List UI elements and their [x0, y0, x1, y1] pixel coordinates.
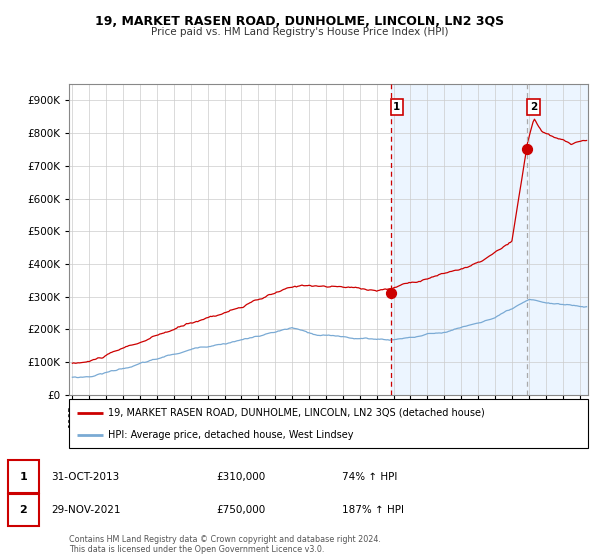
Text: 29-NOV-2021: 29-NOV-2021	[51, 505, 121, 515]
Text: 187% ↑ HPI: 187% ↑ HPI	[342, 505, 404, 515]
Point	[523, 145, 532, 154]
Bar	[391, 84, 588, 395]
Text: 1: 1	[20, 472, 27, 482]
Text: 1: 1	[393, 102, 400, 112]
Text: Price paid vs. HM Land Registry's House Price Index (HPI): Price paid vs. HM Land Registry's House …	[151, 27, 449, 37]
Text: 31-OCT-2013: 31-OCT-2013	[51, 472, 119, 482]
Text: Contains HM Land Registry data © Crown copyright and database right 2024.
This d: Contains HM Land Registry data © Crown c…	[69, 535, 381, 554]
Text: HPI: Average price, detached house, West Lindsey: HPI: Average price, detached house, West…	[108, 430, 353, 440]
Text: 2: 2	[530, 102, 537, 112]
Text: 74% ↑ HPI: 74% ↑ HPI	[342, 472, 397, 482]
Text: 19, MARKET RASEN ROAD, DUNHOLME, LINCOLN, LN2 3QS: 19, MARKET RASEN ROAD, DUNHOLME, LINCOLN…	[95, 15, 505, 27]
Text: 2: 2	[20, 505, 27, 515]
Text: 19, MARKET RASEN ROAD, DUNHOLME, LINCOLN, LN2 3QS (detached house): 19, MARKET RASEN ROAD, DUNHOLME, LINCOLN…	[108, 408, 485, 418]
Text: £310,000: £310,000	[216, 472, 265, 482]
Point	[386, 289, 395, 298]
Text: £750,000: £750,000	[216, 505, 265, 515]
